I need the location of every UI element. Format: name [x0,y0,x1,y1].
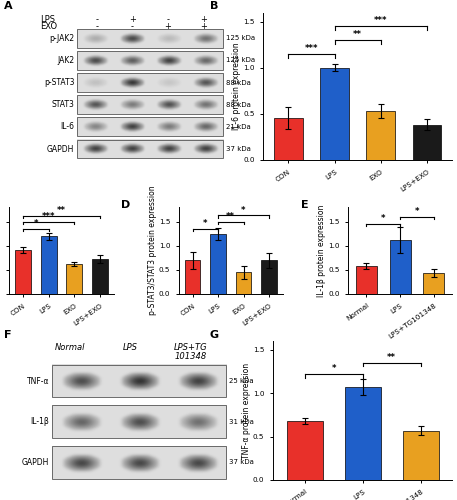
Bar [261,260,277,294]
Bar [274,118,303,160]
Text: 88 kDa: 88 kDa [226,102,251,107]
Text: +: + [129,14,136,24]
Text: ***: *** [42,212,55,221]
Text: +: + [200,14,207,24]
Text: GAPDH: GAPDH [47,144,74,154]
Text: GAPDH: GAPDH [22,458,49,467]
Text: *: * [203,219,207,228]
Text: E: E [301,200,308,210]
Text: EXO: EXO [40,22,57,31]
Bar [77,96,223,114]
Text: +: + [165,22,171,31]
Bar [185,260,201,294]
Text: *: * [241,206,246,214]
Bar [77,118,223,137]
Text: *: * [415,207,419,216]
Text: **: ** [387,353,396,362]
Text: STAT3: STAT3 [51,100,74,109]
Bar [52,365,226,398]
Text: 101348: 101348 [175,352,207,362]
Bar [320,68,349,160]
Bar [52,406,226,438]
Bar [41,236,57,294]
Text: p-STAT3: p-STAT3 [44,78,74,87]
Text: 37 kDa: 37 kDa [226,146,251,152]
Text: B: B [210,0,218,10]
Text: +: + [200,22,207,31]
Text: p-JAK2: p-JAK2 [49,34,74,42]
Text: A: A [5,1,13,11]
Bar [77,73,223,92]
Bar [287,421,323,480]
Text: ***: *** [305,44,318,53]
Text: IL-1β: IL-1β [31,417,49,426]
Bar [403,430,439,480]
Bar [345,387,381,480]
Text: **: ** [57,206,66,215]
Bar [367,111,395,160]
Y-axis label: IL-6 protein expression: IL-6 protein expression [232,42,241,130]
Bar [77,28,223,48]
Text: 37 kDa: 37 kDa [228,460,254,466]
Bar [390,240,410,294]
Text: *: * [381,214,386,224]
Text: 88 kDa: 88 kDa [226,80,251,86]
Y-axis label: TNF-α protein expression: TNF-α protein expression [242,362,251,458]
Text: D: D [121,200,130,210]
Text: -: - [166,14,169,24]
Bar [15,250,31,294]
Bar [424,273,444,294]
Bar [77,51,223,70]
Bar [66,264,82,294]
Text: -: - [95,22,98,31]
Text: JAK2: JAK2 [57,56,74,65]
Text: -: - [131,22,134,31]
Text: F: F [4,330,12,340]
Text: G: G [210,330,219,340]
Y-axis label: IL-1β protein expression: IL-1β protein expression [317,204,326,297]
Text: LPS: LPS [123,344,138,352]
Y-axis label: p-STAT3/STAT3 protein expression: p-STAT3/STAT3 protein expression [148,186,157,316]
Bar [413,125,441,160]
Text: *: * [34,219,38,228]
Text: **: ** [226,212,235,221]
Bar [236,272,251,294]
Bar [92,260,107,294]
Bar [356,266,377,294]
Bar [77,140,223,158]
Text: ***: *** [374,16,388,25]
Text: TNF-α: TNF-α [27,376,49,386]
Text: 31 kDa: 31 kDa [228,418,254,424]
Text: -: - [95,14,98,24]
Text: 25 kDa: 25 kDa [228,378,253,384]
Text: 125 kDa: 125 kDa [226,58,255,64]
Text: 125 kDa: 125 kDa [226,35,255,41]
Text: 21 kDa: 21 kDa [226,124,250,130]
Text: LPS: LPS [40,14,55,24]
Text: Normal: Normal [54,344,85,352]
Bar [210,234,226,294]
Text: *: * [331,364,336,373]
Text: **: ** [353,30,362,39]
Text: IL-6: IL-6 [60,122,74,132]
Bar [52,446,226,478]
Text: LPS+TG: LPS+TG [174,344,208,352]
